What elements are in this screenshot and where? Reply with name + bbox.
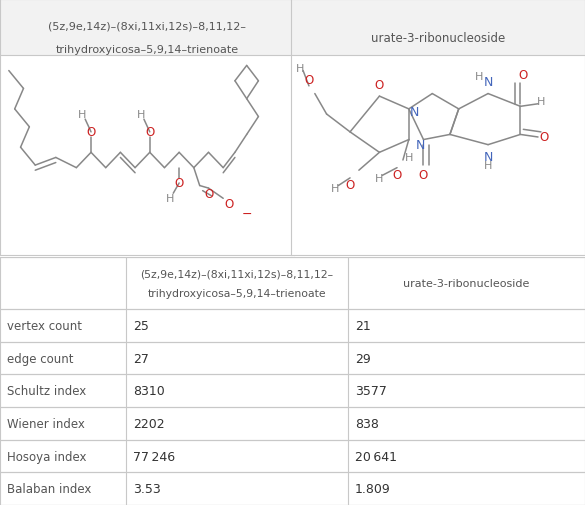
Text: 25: 25 — [133, 319, 149, 332]
Text: N: N — [483, 76, 493, 89]
Text: vertex count: vertex count — [7, 319, 82, 332]
Text: H: H — [475, 72, 483, 81]
Text: (5z,9e,14z)–(8xi,11xi,12s)–8,11,12–: (5z,9e,14z)–(8xi,11xi,12s)–8,11,12– — [48, 22, 246, 32]
Text: Schultz index: Schultz index — [7, 384, 86, 397]
Text: trihydroxyicosa–5,9,14–trienoate: trihydroxyicosa–5,9,14–trienoate — [147, 288, 326, 298]
Text: H: H — [166, 194, 174, 204]
Text: 3.53: 3.53 — [133, 482, 160, 495]
Text: 29: 29 — [355, 352, 371, 365]
Text: 21: 21 — [355, 319, 371, 332]
Text: Wiener index: Wiener index — [7, 417, 85, 430]
Text: H: H — [375, 174, 384, 183]
Text: 2202: 2202 — [133, 417, 164, 430]
Text: O: O — [87, 126, 96, 139]
Text: O: O — [393, 168, 402, 181]
Text: O: O — [225, 197, 233, 211]
Text: −: − — [242, 208, 252, 221]
Text: Balaban index: Balaban index — [7, 482, 91, 495]
Text: 838: 838 — [355, 417, 379, 430]
Text: 77 246: 77 246 — [133, 449, 175, 463]
Text: O: O — [345, 178, 355, 191]
Text: O: O — [204, 187, 213, 200]
Text: N: N — [410, 106, 419, 119]
Text: urate-3-ribonucleoside: urate-3-ribonucleoside — [403, 279, 530, 288]
Text: O: O — [419, 168, 428, 181]
Text: N: N — [416, 139, 425, 152]
Text: O: O — [375, 79, 384, 92]
Text: H: H — [484, 161, 492, 171]
Text: trihydroxyicosa–5,9,14–trienoate: trihydroxyicosa–5,9,14–trienoate — [55, 45, 239, 55]
Text: H: H — [78, 110, 87, 120]
Text: O: O — [174, 177, 184, 190]
Bar — [291, 0, 585, 56]
Text: Hosoya index: Hosoya index — [7, 449, 87, 463]
Text: O: O — [519, 69, 528, 82]
Text: (5z,9e,14z)–(8xi,11xi,12s)–8,11,12–: (5z,9e,14z)–(8xi,11xi,12s)–8,11,12– — [140, 269, 333, 279]
Bar — [0, 0, 294, 56]
Text: O: O — [539, 131, 549, 144]
Text: H: H — [405, 153, 413, 163]
Text: 1.809: 1.809 — [355, 482, 391, 495]
Text: 8310: 8310 — [133, 384, 164, 397]
Text: 20 641: 20 641 — [355, 449, 397, 463]
Text: H: H — [537, 97, 545, 107]
Text: 3577: 3577 — [355, 384, 387, 397]
Text: O: O — [145, 126, 154, 139]
Text: H: H — [296, 64, 304, 74]
Text: urate-3-ribonucleoside: urate-3-ribonucleoside — [371, 32, 505, 45]
Text: H: H — [331, 184, 339, 194]
Text: N: N — [483, 150, 493, 164]
Text: 27: 27 — [133, 352, 149, 365]
Text: O: O — [304, 74, 314, 87]
Text: H: H — [137, 110, 145, 120]
Text: edge count: edge count — [7, 352, 74, 365]
